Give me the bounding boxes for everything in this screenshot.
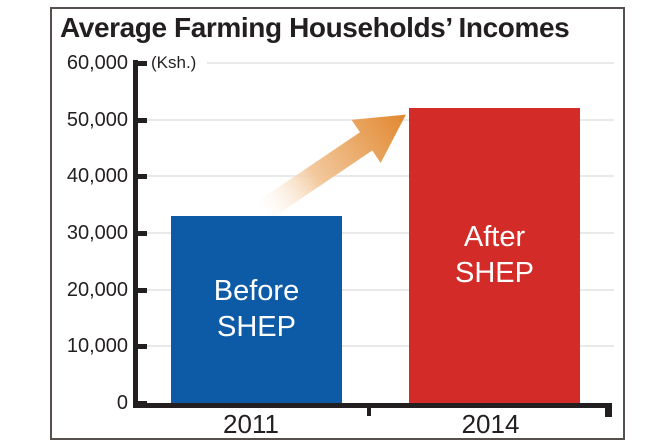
y-tick-0 [133, 401, 147, 406]
y-tick-label-50000: 50,000 [66, 108, 128, 131]
gridline-40000 [147, 175, 614, 178]
y-tick-20000 [133, 287, 147, 293]
y-axis-unit-label: (Ksh.) [151, 53, 197, 72]
y-tick-10000 [133, 344, 147, 350]
x-axis-line [133, 403, 612, 408]
plot-area: (Ksh.) 0 10,000 20,000 30,000 40,000 50,000 60… [52, 9, 623, 439]
y-tick-50000 [133, 117, 147, 123]
gridline-60000 [207, 62, 614, 64]
gridline-20000 [147, 288, 614, 291]
x-label-2014: 2014 [461, 409, 520, 439]
y-tick-40000 [133, 174, 147, 180]
chart-frame: Average Farming Households’ Incomes (Ksh… [50, 7, 625, 440]
y-tick-label-60000: 60,000 [66, 52, 128, 74]
x-axis-end-tick [605, 403, 612, 417]
bar-2011: Before SHEP [171, 216, 342, 403]
gridline-10000 [147, 345, 614, 348]
gridline-30000 [147, 232, 614, 234]
x-label-2011: 2011 [223, 409, 279, 439]
y-tick-label-40000: 40,000 [66, 165, 128, 188]
x-axis-mid-tick [367, 408, 371, 416]
y-tick-label-30000: 30,000 [66, 222, 128, 244]
y-tick-30000 [133, 231, 147, 236]
y-tick-label-10000: 10,000 [66, 335, 128, 358]
y-tick-label-20000: 20,000 [66, 278, 128, 301]
growth-arrow-icon [252, 105, 418, 225]
chart-title: Average Farming Households’ Incomes [60, 12, 570, 43]
y-tick-60000 [133, 61, 147, 66]
bar-2014: After SHEP [409, 108, 580, 403]
y-tick-label-0: 0 [116, 392, 128, 414]
